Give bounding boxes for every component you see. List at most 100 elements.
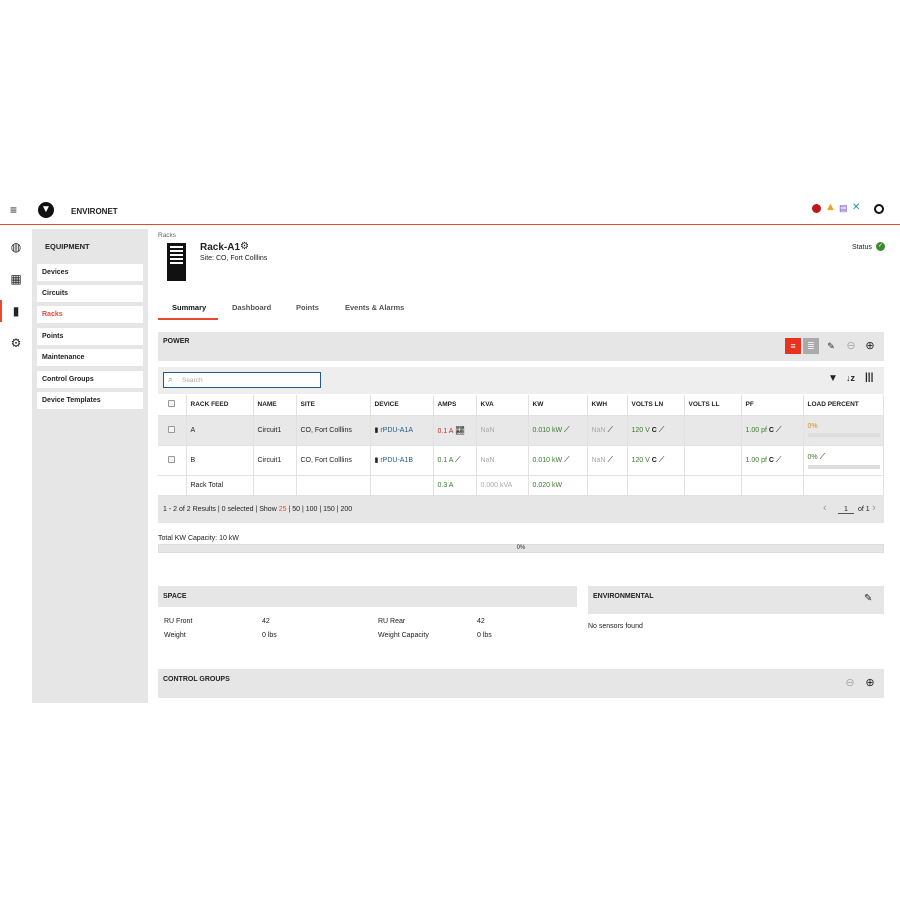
c-icon[interactable]: C [768,427,774,434]
space-title: SPACE [163,593,187,600]
tab-dashboard[interactable]: Dashboard [232,303,272,312]
col-volts-ll[interactable]: VOLTS LL [684,395,742,416]
table-row[interactable]: B Circuit1 CO, Fort Colllins ▮ rPDU-A1B … [158,445,884,476]
load-bar [807,464,880,469]
sidebar-item-circuits[interactable]: Circuits [37,285,143,302]
sidebar-item-racks[interactable]: Racks [37,306,143,323]
col-kwh[interactable]: KWH [587,395,628,416]
chart-icon[interactable]: ⟋ [455,455,461,464]
sidebar-title: EQUIPMENT [45,242,90,251]
add-icon[interactable]: ⊕ [865,340,875,352]
row-checkbox[interactable] [168,425,175,433]
rack-image [167,243,186,281]
cell-load: 0% [807,453,818,461]
search-placeholder: Search [182,377,203,384]
tools-icon[interactable]: ✕ [852,202,861,213]
col-device[interactable]: DEVICE [370,395,434,416]
tab-summary[interactable]: Summary [172,303,207,312]
ru-front-label: RU Front [164,618,193,625]
col-rack-feed[interactable]: RACK FEED [186,395,254,416]
col-amps[interactable]: AMPS [433,395,477,416]
tab-points[interactable]: Points [296,303,319,312]
col-kw[interactable]: KW [528,395,588,416]
filter-icon[interactable]: ▼ [828,373,838,384]
c-icon[interactable]: C [768,457,774,464]
c-icon[interactable]: C [651,457,657,464]
edit-icon[interactable]: ✎ [864,593,873,604]
sidebar-item-devices[interactable]: Devices [37,264,143,281]
total-kw: 0.020 kW [528,475,588,496]
cell-volts-ll [684,415,742,446]
total-kva: 0.000 kVA [476,475,529,496]
chart-icon[interactable]: 📈︎ [455,425,466,435]
add-icon[interactable]: ⊕ [865,677,875,689]
select-all-checkbox[interactable] [168,400,175,408]
list-view-button[interactable]: ≡ [785,338,801,354]
device-link[interactable]: rPDU-A1B [380,457,413,464]
col-volts-ln[interactable]: VOLTS LN [627,395,685,416]
power-section-header: POWER ≡ ≣ ✎ ⊖ ⊕ [158,332,884,361]
rack-icon[interactable]: ▮ [12,304,20,318]
rack-settings-icon[interactable]: ⚙ [240,241,249,252]
device-icon[interactable]: ▤ [839,203,848,213]
chart-icon[interactable]: ⟋ [607,455,614,464]
dashboard-icon[interactable]: ◍ [10,240,22,254]
row-checkbox[interactable] [168,455,175,463]
col-load-percent[interactable]: LOAD PERCENT [803,395,884,416]
cell-load: 0% [807,423,818,430]
cell-site: CO, Fort Colllins [296,445,371,476]
col-kva[interactable]: KVA [476,395,529,416]
table-row[interactable]: A Circuit1 CO, Fort Colllins ▮ rPDU-A1A … [158,415,884,446]
page-size-25[interactable]: 25 [278,506,287,513]
weight-capacity-label: Weight Capacity [378,632,429,639]
power-table: RACK FEED NAME SITE DEVICE AMPS KVA KW K… [158,395,884,496]
total-amps: 0.3 A [433,475,477,496]
cell-amps: 0.1 A [437,427,454,435]
sort-icon[interactable]: ↓z [846,373,855,383]
sidebar-item-control-groups[interactable]: Control Groups [37,371,143,388]
remove-icon[interactable]: ⊖ [845,677,855,689]
tab-events-alarms[interactable]: Events & Alarms [345,303,405,312]
chart-icon[interactable]: ⟋ [607,425,614,434]
col-name[interactable]: NAME [253,395,297,416]
cell-pf: 1.00 pf [745,457,767,464]
page-size-options[interactable]: | 50 | 100 | 150 | 200 [286,506,353,513]
prev-page-icon[interactable]: ‹ [823,502,827,514]
chart-icon[interactable]: ⟋ [775,425,782,434]
chart-icon[interactable]: ⟋ [819,451,826,461]
menu-icon[interactable]: ≡ [10,203,18,217]
compact-view-button[interactable]: ≣ [803,338,819,354]
power-title: POWER [163,338,190,345]
edit-icon[interactable]: ✎ [827,341,835,351]
ru-rear-value: 42 [477,618,485,625]
next-page-icon[interactable]: › [872,502,876,514]
status-ok-icon: ✓ [876,242,885,251]
reports-icon[interactable]: ▦ [10,272,22,286]
sidebar-item-device-templates[interactable]: Device Templates [37,392,143,409]
col-pf[interactable]: PF [741,395,804,416]
top-bar: ≡ ▼ ENVIRONET ▲ ▤ ✕ [0,197,900,225]
logo-icon: ▼ [38,202,54,218]
chart-icon[interactable]: ⟋ [564,455,570,464]
columns-icon[interactable]: ||| [865,372,874,383]
settings-icon[interactable]: ⚙ [10,336,22,350]
search-input[interactable]: ⌕ Search [163,372,321,388]
user-icon[interactable] [874,204,884,214]
warning-icon[interactable]: ▲ [825,201,836,213]
alarm-critical-icon[interactable] [812,204,821,213]
chart-icon[interactable]: ⟋ [775,455,782,464]
chart-icon[interactable]: ⟋ [658,455,665,464]
page-input[interactable]: 1 [838,506,854,514]
cell-volts-ll [684,445,742,476]
remove-icon[interactable]: ⊖ [846,340,856,352]
device-link[interactable]: rPDU-A1A [380,427,413,434]
environmental-title: ENVIRONMENTAL [593,593,654,600]
page-title: Rack-A1 [200,242,241,253]
sidebar-item-maintenance[interactable]: Maintenance [37,349,143,366]
chart-icon[interactable]: ⟋ [658,425,665,434]
sidebar-item-points[interactable]: Points [37,328,143,345]
breadcrumb[interactable]: Racks [158,232,177,239]
chart-icon[interactable]: ⟋ [564,425,570,434]
c-icon[interactable]: C [651,427,657,434]
col-site[interactable]: SITE [296,395,371,416]
